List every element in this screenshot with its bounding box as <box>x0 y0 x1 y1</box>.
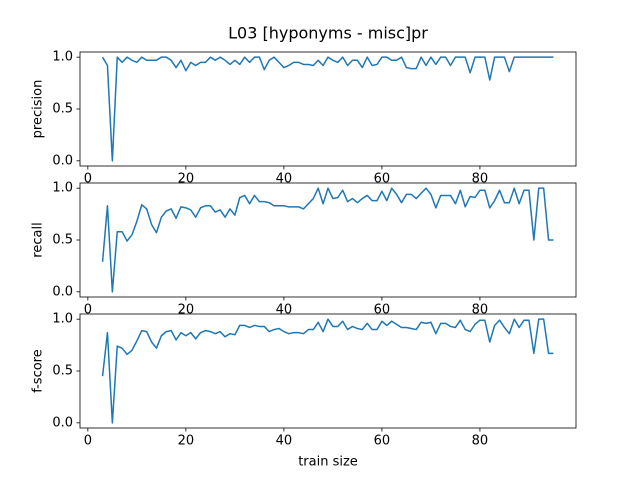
chart-title: L03 [hyponyms - misc]pr <box>228 24 428 43</box>
line <box>101 56 554 162</box>
x-tick-label: 40 <box>276 172 293 187</box>
x-tick-label: 40 <box>276 434 293 449</box>
x-tick-label: 0 <box>84 172 92 187</box>
y-tick-label: 0.0 <box>52 284 73 299</box>
x-tick-label: 40 <box>276 303 293 318</box>
y-tick-label: 0.5 <box>52 233 73 248</box>
y-tick-label: 0.0 <box>52 153 73 168</box>
y-axis-label: precision <box>31 80 46 139</box>
line <box>101 318 554 424</box>
x-tick-label: 0 <box>84 434 92 449</box>
y-tick-label: 0.0 <box>52 415 73 430</box>
y-tick-label: 0.5 <box>52 364 73 379</box>
plot-frame <box>79 182 577 298</box>
x-tick-label: 60 <box>374 172 391 187</box>
x-tick-label: 60 <box>374 434 391 449</box>
y-axis-label: f-score <box>31 349 46 393</box>
plot-frame <box>79 313 577 429</box>
x-tick-label: 60 <box>374 303 391 318</box>
y-tick-label: 1.0 <box>52 50 73 65</box>
line <box>101 187 554 293</box>
x-tick-label: 20 <box>178 172 195 187</box>
x-tick-label: 80 <box>472 434 489 449</box>
y-tick-label: 0.5 <box>52 102 73 117</box>
y-axis-label: recall <box>31 222 46 257</box>
x-tick-label: 20 <box>178 434 195 449</box>
x-tick-label: 80 <box>472 303 489 318</box>
plot-frame <box>79 51 577 167</box>
x-tick-label: 80 <box>472 172 489 187</box>
x-tick-label: 20 <box>178 303 195 318</box>
y-tick-label: 1.0 <box>52 181 73 196</box>
x-tick-label: 0 <box>84 303 92 318</box>
y-tick-label: 1.0 <box>52 312 73 327</box>
x-axis-label: train size <box>298 455 358 470</box>
